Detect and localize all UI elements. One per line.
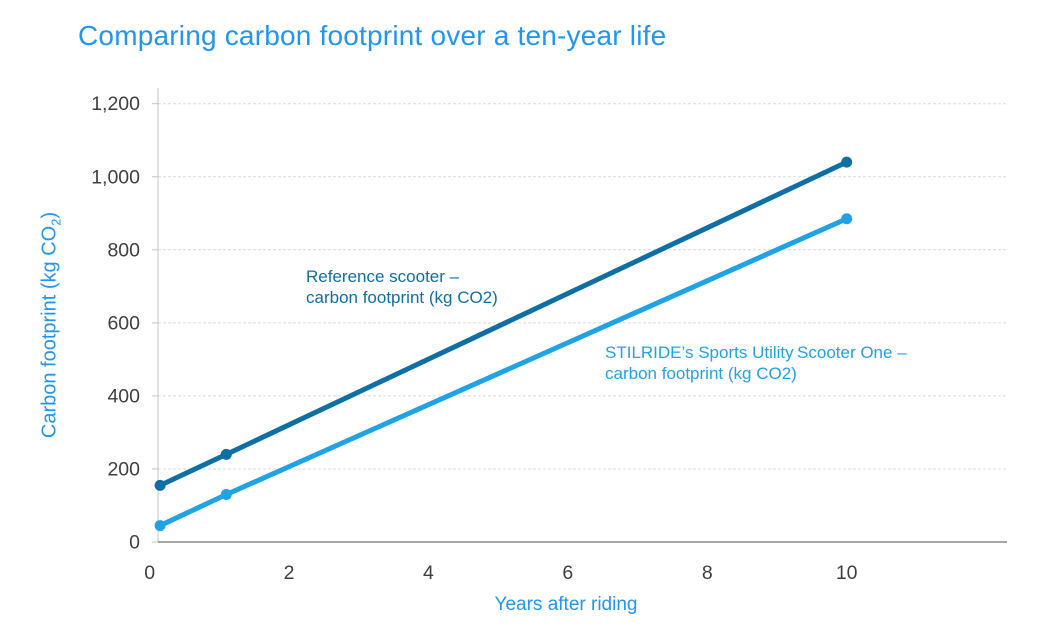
y-tick-label: 1,000 [91,166,140,188]
y-tick-label: 400 [107,385,140,407]
data-point-reference [220,448,232,460]
x-tick-label: 10 [836,562,858,584]
x-tick-label: 4 [423,562,434,584]
x-tick-label: 2 [284,562,295,584]
data-point-stilride [220,489,232,501]
y-tick-label: 200 [107,458,140,480]
x-axis-title: Years after riding [494,594,638,615]
annotation-stilride-line2: carbon footprint (kg CO2) [605,364,797,383]
y-tick-label: 1,200 [91,93,140,115]
x-tick-label: 6 [562,562,573,584]
y-tick-label: 0 [129,532,140,554]
series-line-reference [157,159,850,488]
page-title: Comparing carbon footprint over a ten-ye… [78,20,667,51]
data-point-stilride [841,213,853,225]
annotation-reference-scooter: Reference scooter – carbon footprint (kg… [306,266,498,308]
y-tick-label: 800 [107,239,140,261]
x-tick-label: 0 [144,562,155,584]
data-point-reference [841,156,853,168]
annotation-reference-line1: Reference scooter – [306,267,460,286]
y-tick-label: 600 [107,312,140,334]
x-tick-label: 8 [702,562,713,584]
data-point-stilride [154,520,166,532]
annotation-reference-line2: carbon footprint (kg CO2) [306,288,498,307]
annotation-stilride-line1: STILRIDE’s Sports Utility Scooter One – [605,343,907,362]
annotation-stilride-scooter: STILRIDE’s Sports Utility Scooter One – … [605,342,907,384]
data-point-reference [154,479,166,491]
